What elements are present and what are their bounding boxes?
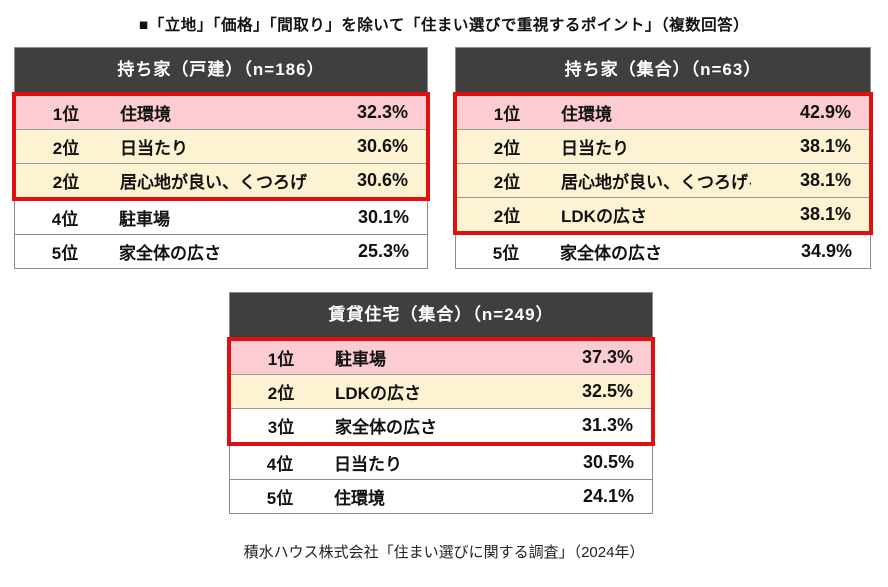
rank-cell: 2位: [493, 207, 521, 226]
item-cell: LDKの広さ: [561, 207, 647, 226]
value-cell: 38.1%: [799, 170, 851, 190]
table-header-owned-apartment: 持ち家（集合）（n=63）: [456, 48, 870, 92]
table-row: 2位 LDKの広さ 32.5%: [231, 374, 651, 408]
value-cell: 38.1%: [799, 204, 851, 224]
value-cell: 24.1%: [582, 486, 634, 506]
item-cell: 住環境: [334, 489, 385, 508]
item-cell: 住環境: [561, 105, 612, 124]
item-cell: 日当たり: [561, 139, 629, 158]
table-row: 1位 住環境 42.9%: [457, 96, 869, 129]
table-header-owned-detached: 持ち家（戸建）（n=186）: [15, 48, 427, 92]
table-row: 5位 家全体の広さ 25.3%: [15, 234, 427, 268]
remaining-ranks-group: 5位 家全体の広さ 34.9%: [456, 235, 870, 268]
table-row: 3位 家全体の広さ 31.3%: [231, 408, 651, 442]
top-ranks-highlight-box: 1位 駐車場 37.3% 2位 LDKの広さ 32.5% 3位 家全体の広さ 31.3%: [227, 337, 655, 446]
rank-cell: 5位: [266, 489, 294, 508]
item-cell: 日当たり: [120, 139, 188, 158]
value-cell: 30.5%: [582, 452, 634, 472]
rank-cell: 2位: [493, 173, 521, 192]
table-row: 2位 居心地が良い、くつろげる 38.1%: [457, 163, 869, 197]
item-cell: 駐車場: [119, 210, 170, 229]
value-cell: 30.1%: [357, 207, 409, 227]
value-cell: 31.3%: [581, 415, 633, 435]
value-cell: 38.1%: [799, 136, 851, 156]
value-cell: 32.3%: [356, 102, 408, 122]
top-ranks-highlight-box: 1位 住環境 42.9% 2位 日当たり 38.1% 2位 居心地が良い、くつろげる 38.1%…: [453, 92, 873, 235]
table-row: 2位 LDKの広さ 38.1%: [457, 197, 869, 231]
item-cell: 駐車場: [335, 350, 386, 369]
rank-cell: 4位: [266, 455, 294, 474]
remaining-ranks-group: 4位 駐車場 30.1% 5位 家全体の広さ 25.3%: [15, 201, 427, 268]
table-row: 2位 日当たり 38.1%: [457, 129, 869, 163]
rank-cell: 2位: [267, 384, 295, 403]
item-cell: 家全体の広さ: [560, 244, 662, 263]
rank-cell: 2位: [52, 139, 80, 158]
table-row: 4位 駐車場 30.1%: [15, 201, 427, 234]
item-cell: 日当たり: [334, 455, 402, 474]
value-cell: 42.9%: [799, 102, 851, 122]
rank-cell: 5位: [51, 244, 79, 263]
item-cell: 住環境: [120, 105, 171, 124]
rank-cell: 2位: [493, 139, 521, 158]
table-row: 5位 家全体の広さ 34.9%: [456, 235, 870, 268]
value-cell: 32.5%: [581, 381, 633, 401]
rank-cell: 1位: [267, 350, 295, 369]
table-row: 4位 日当たり 30.5%: [230, 446, 652, 479]
rank-cell: 4位: [51, 210, 79, 229]
item-cell: 家全体の広さ: [335, 418, 437, 437]
value-cell: 30.6%: [356, 136, 408, 156]
value-cell: 25.3%: [357, 241, 409, 261]
remaining-ranks-group: 4位 日当たり 30.5% 5位 住環境 24.1%: [230, 446, 652, 513]
item-cell: LDKの広さ: [335, 384, 421, 403]
rank-cell: 1位: [52, 105, 80, 124]
value-cell: 37.3%: [581, 347, 633, 367]
rank-cell: 2位: [52, 173, 80, 192]
value-cell: 30.6%: [356, 170, 408, 190]
rank-cell: 5位: [492, 244, 520, 263]
source-citation: 積水ハウス株式会社「住まい選びに関する調査」（2024年）: [243, 544, 645, 561]
ranking-table-owned-apartment: 持ち家（集合）（n=63） 1位 住環境 42.9% 2位 日当たり 38.1% 2位 居心地…: [453, 47, 873, 269]
table-row: 2位 日当たり 30.6%: [16, 129, 426, 163]
rank-cell: 3位: [267, 418, 295, 437]
table-row: 1位 駐車場 37.3%: [231, 341, 651, 374]
ranking-table-owned-detached: 持ち家（戸建）（n=186） 1位 住環境 32.3% 2位 日当たり 30.6% 2位 居心…: [12, 47, 430, 269]
rank-cell: 1位: [493, 105, 521, 124]
item-cell: 居心地が良い、くつろげる: [120, 173, 308, 192]
table-header-rental-apartment: 賃貸住宅（集合）（n=249）: [230, 293, 652, 337]
top-ranks-highlight-box: 1位 住環境 32.3% 2位 日当たり 30.6% 2位 居心地が良い、くつろげる 30.6%: [12, 92, 430, 201]
table-row: 1位 住環境 32.3%: [16, 96, 426, 129]
item-cell: 家全体の広さ: [119, 244, 221, 263]
ranking-table-rental-apartment: 賃貸住宅（集合）（n=249） 1位 駐車場 37.3% 2位 LDKの広さ 32.5% 3…: [227, 292, 655, 514]
table-row: 2位 居心地が良い、くつろげる 30.6%: [16, 163, 426, 197]
table-row: 5位 住環境 24.1%: [230, 479, 652, 513]
page-title: ■「立地」「価格」「間取り」を除いて「住まい選びで重視するポイント」（複数回答）: [138, 17, 750, 34]
item-cell: 居心地が良い、くつろげる: [561, 173, 751, 192]
value-cell: 34.9%: [800, 241, 852, 261]
